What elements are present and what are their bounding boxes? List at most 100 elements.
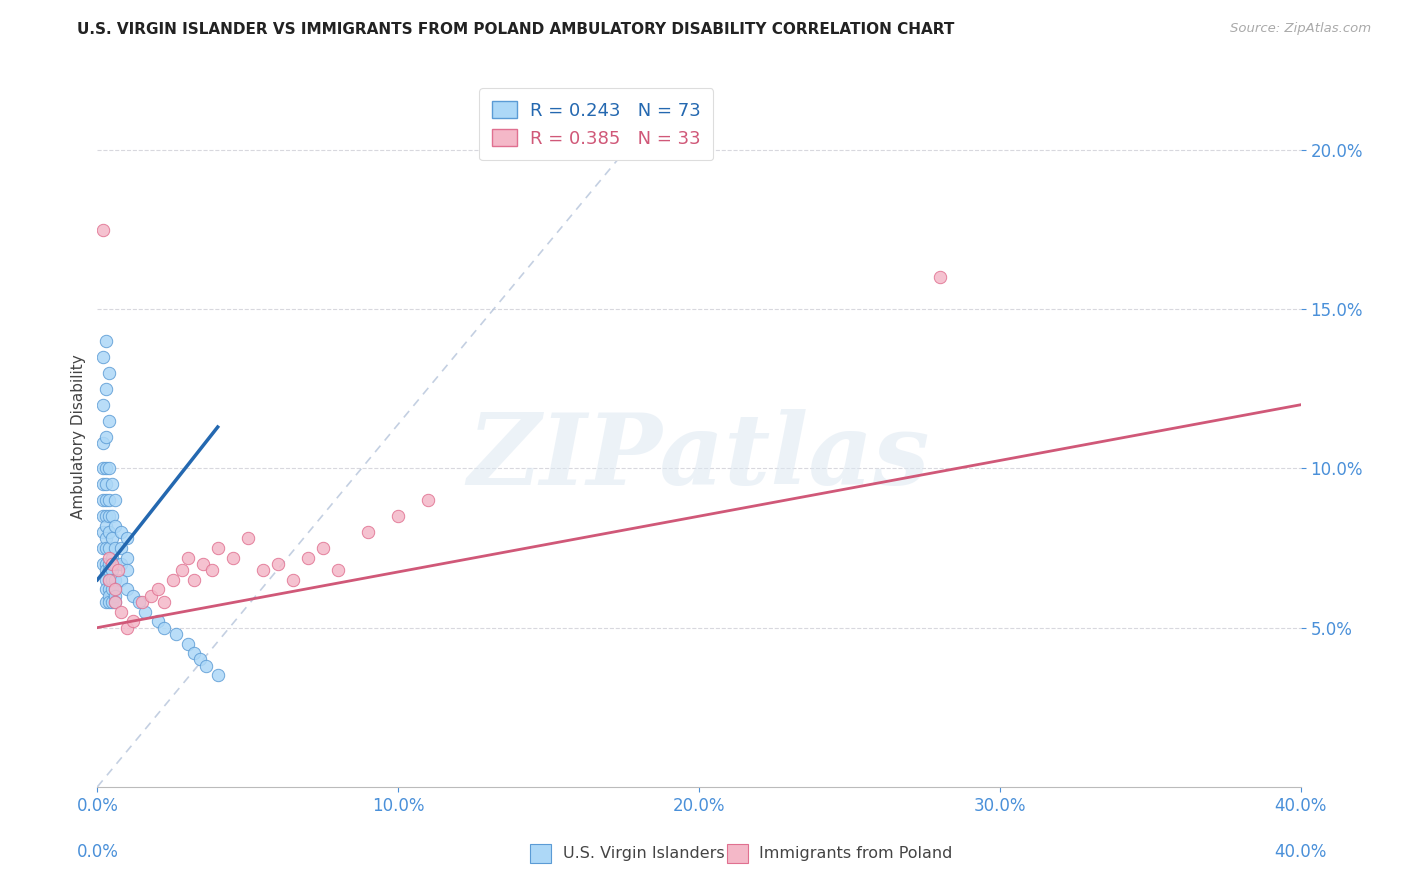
Point: [122, 614, 145, 628]
Point: [152, 621, 174, 635]
Point: [418, 493, 440, 508]
Point: [96, 429, 118, 443]
Point: [96, 532, 118, 546]
Point: [146, 614, 169, 628]
Point: [98, 550, 121, 565]
Point: [117, 532, 139, 546]
Point: [96, 461, 118, 475]
Point: [252, 563, 274, 577]
Point: [110, 525, 132, 540]
Point: [207, 541, 229, 555]
Point: [93, 398, 115, 412]
Point: [104, 493, 127, 508]
Text: Source: ZipAtlas.com: Source: ZipAtlas.com: [1230, 22, 1371, 36]
Point: [93, 222, 115, 236]
Point: [93, 509, 115, 524]
Point: [101, 550, 124, 565]
Point: [176, 550, 198, 565]
Point: [165, 627, 187, 641]
Point: [152, 595, 174, 609]
Point: [128, 595, 150, 609]
Text: 40.0%: 40.0%: [1274, 843, 1327, 861]
Point: [387, 509, 409, 524]
Point: [101, 563, 124, 577]
Point: [93, 525, 115, 540]
Point: [98, 573, 121, 587]
Point: [141, 589, 163, 603]
Point: [326, 563, 349, 577]
Point: [93, 557, 115, 571]
Point: [98, 557, 121, 571]
Point: [194, 658, 217, 673]
Point: [104, 595, 127, 609]
Point: [98, 595, 121, 609]
Point: [188, 652, 211, 666]
Point: [104, 541, 127, 555]
Point: [101, 532, 124, 546]
Point: [98, 573, 121, 587]
Point: [96, 557, 118, 571]
Point: [281, 573, 304, 587]
Point: [117, 563, 139, 577]
Text: 0.0%: 0.0%: [76, 843, 118, 861]
Point: [101, 477, 124, 491]
Point: [104, 582, 127, 597]
Point: [107, 563, 129, 577]
Point: [98, 509, 121, 524]
Point: [96, 477, 118, 491]
Point: [146, 582, 169, 597]
Point: [312, 541, 335, 555]
Point: [297, 550, 319, 565]
Point: [98, 493, 121, 508]
Point: [201, 563, 224, 577]
Text: U.S. VIRGIN ISLANDER VS IMMIGRANTS FROM POLAND AMBULATORY DISABILITY CORRELATION: U.S. VIRGIN ISLANDER VS IMMIGRANTS FROM …: [77, 22, 955, 37]
Point: [96, 541, 118, 555]
Point: [183, 573, 205, 587]
Point: [110, 573, 132, 587]
Point: [110, 541, 132, 555]
Point: [101, 582, 124, 597]
Point: [98, 525, 121, 540]
Point: [117, 582, 139, 597]
Text: Immigrants from Poland: Immigrants from Poland: [759, 847, 953, 861]
Point: [104, 589, 127, 603]
Point: [98, 414, 121, 428]
Point: [357, 525, 380, 540]
Point: [101, 509, 124, 524]
Point: [183, 646, 205, 660]
Point: [93, 493, 115, 508]
Point: [207, 668, 229, 682]
Point: [110, 605, 132, 619]
Point: [93, 436, 115, 450]
Point: [98, 582, 121, 597]
Point: [104, 582, 127, 597]
Point: [104, 518, 127, 533]
Point: [104, 573, 127, 587]
Point: [236, 532, 259, 546]
Point: [117, 550, 139, 565]
Point: [104, 557, 127, 571]
Point: [104, 595, 127, 609]
Point: [170, 563, 193, 577]
Point: [96, 509, 118, 524]
Point: [96, 334, 118, 348]
Point: [93, 461, 115, 475]
Point: [101, 595, 124, 609]
Text: U.S. Virgin Islanders: U.S. Virgin Islanders: [562, 847, 724, 861]
Point: [101, 573, 124, 587]
Point: [98, 366, 121, 380]
Point: [131, 595, 153, 609]
Point: [98, 589, 121, 603]
Point: [122, 589, 145, 603]
Point: [267, 557, 290, 571]
Point: [96, 493, 118, 508]
Point: [96, 573, 118, 587]
Point: [176, 636, 198, 650]
Point: [117, 621, 139, 635]
Point: [101, 557, 124, 571]
Point: [96, 563, 118, 577]
Point: [93, 350, 115, 364]
Point: [134, 605, 156, 619]
Y-axis label: Ambulatory Disability: Ambulatory Disability: [72, 354, 86, 519]
Point: [191, 557, 214, 571]
